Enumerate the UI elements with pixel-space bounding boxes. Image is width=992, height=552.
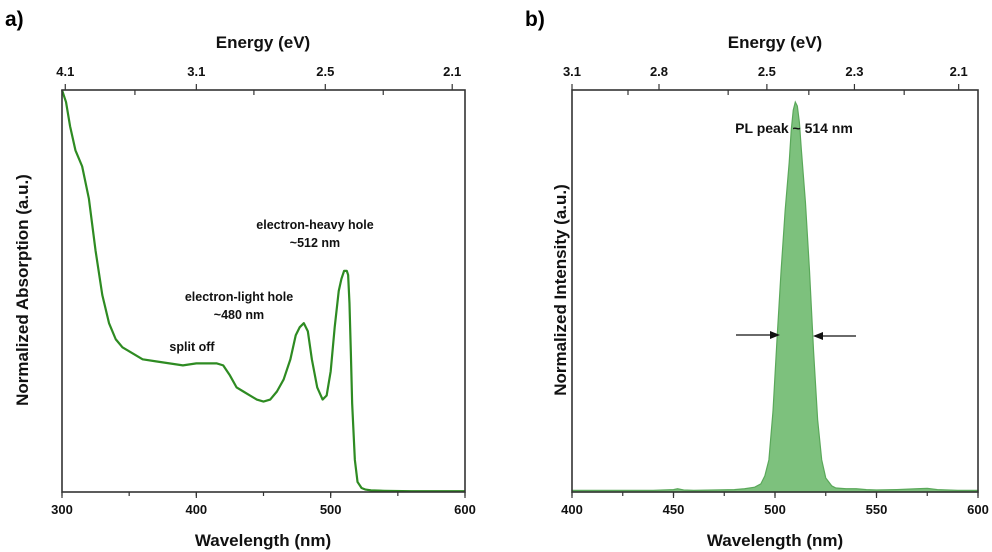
panel-b-bottom-ticks: 400 450 500 550 600 [561,492,989,517]
panel-a-y-axis-title: Normalized Absorption (a.u.) [13,174,32,406]
panel-b-top-ticks: 3.1 2.8 2.5 2.3 2.1 [563,64,968,95]
top-tick-label: 2.5 [316,64,334,79]
annotation-pl-peak: PL peak ~ 514 nm [735,120,853,136]
top-tick-label: 2.1 [443,64,461,79]
bottom-tick-label: 300 [51,502,73,517]
panel-a: a) Energy (eV) Wavelength (nm) Normalize… [5,8,476,550]
fwhm-arrow-left [736,331,780,339]
top-tick-label: 2.1 [950,64,968,79]
annotation-light-hole-line2: ~480 nm [214,308,264,322]
panel-a-top-axis-title: Energy (eV) [216,33,310,52]
top-tick-label: 3.1 [563,64,581,79]
panel-a-bottom-ticks: 300 400 500 600 [51,492,476,517]
bottom-tick-label: 500 [320,502,342,517]
panel-b-label: b) [525,8,545,31]
top-tick-label: 4.1 [56,64,74,79]
bottom-tick-label: 550 [866,502,888,517]
panel-b-plot-area [571,89,979,493]
panel-b-top-axis-title: Energy (eV) [728,33,822,52]
bottom-tick-label: 500 [764,502,786,517]
panel-a-absorption-series [60,89,465,493]
fwhm-arrow-right [813,332,856,340]
annotation-heavy-hole-line2: ~512 nm [290,236,340,250]
top-tick-label: 2.3 [845,64,863,79]
panel-b-y-axis-title: Normalized Intensity (a.u.) [551,184,570,396]
panel-a-top-ticks: 4.1 3.1 2.5 2.1 [56,64,461,95]
annotation-split-off: split off [169,340,215,354]
panel-b: b) Energy (eV) Wavelength (nm) Normalize… [525,8,989,550]
top-tick-label: 2.5 [758,64,776,79]
annotation-heavy-hole-line1: electron-heavy hole [256,218,373,232]
annotation-light-hole-line1: electron-light hole [185,290,293,304]
bottom-tick-label: 400 [185,502,207,517]
bottom-tick-label: 400 [561,502,583,517]
panel-b-bottom-axis-title: Wavelength (nm) [707,531,843,550]
bottom-tick-label: 450 [663,502,685,517]
bottom-tick-label: 600 [454,502,476,517]
panel-a-label: a) [5,8,24,31]
top-tick-label: 3.1 [187,64,205,79]
panel-a-bottom-axis-title: Wavelength (nm) [195,531,331,550]
bottom-tick-label: 600 [967,502,989,517]
top-tick-label: 2.8 [650,64,668,79]
panel-b-pl-area [571,100,979,493]
